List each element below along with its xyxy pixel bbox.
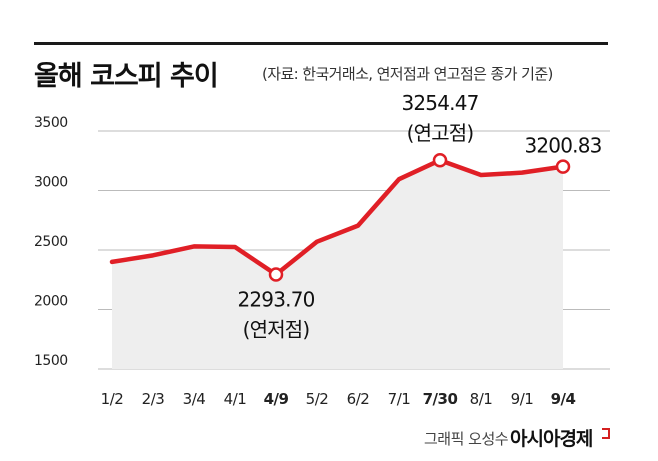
annotation-value: 3254.47 <box>401 91 478 115</box>
y-tick-label: 3500 <box>34 115 68 131</box>
data-point-marker <box>268 267 284 282</box>
data-point-marker <box>432 152 448 168</box>
brand-logo-text: 아시아경제 <box>510 428 593 450</box>
x-tick-label: 3/4 <box>183 390 206 408</box>
series-line <box>109 157 566 277</box>
annotation-value: 2293.70 <box>237 288 314 312</box>
annotation-label: (연저점) <box>243 318 310 342</box>
x-tick-label: 7/1 <box>388 390 411 408</box>
x-tick-label: 2/3 <box>142 390 165 408</box>
area-fill <box>112 160 563 369</box>
chart-subtitle: (자료: 한국거래소, 연저점과 연고점은 종가 기준) <box>262 65 553 83</box>
x-tick-label: 6/2 <box>347 390 370 408</box>
x-tick-label: 9/1 <box>511 390 534 408</box>
annotation-value: 3200.83 <box>524 134 601 158</box>
top-rule <box>34 42 608 45</box>
x-tick-label: 8/1 <box>470 390 493 408</box>
annotation-label: (연고점) <box>407 121 474 145</box>
brand-mark-icon <box>602 428 610 439</box>
chart-title: 올해 코스피 추이 <box>34 61 219 92</box>
data-point-marker <box>555 159 571 174</box>
y-tick-label: 2500 <box>34 234 68 250</box>
y-tick-label: 1500 <box>34 353 68 369</box>
x-tick-label: 5/2 <box>306 390 329 408</box>
x-tick-label: 7/30 <box>423 390 458 408</box>
x-tick-label: 4/9 <box>264 390 289 408</box>
x-tick-label: 9/4 <box>551 390 576 408</box>
graphic-credit: 그래픽 오성수 <box>424 430 509 448</box>
y-tick-label: 3000 <box>34 175 68 191</box>
x-tick-label: 1/2 <box>101 390 124 408</box>
x-tick-label: 4/1 <box>224 390 247 408</box>
y-tick-label: 2000 <box>34 294 68 310</box>
